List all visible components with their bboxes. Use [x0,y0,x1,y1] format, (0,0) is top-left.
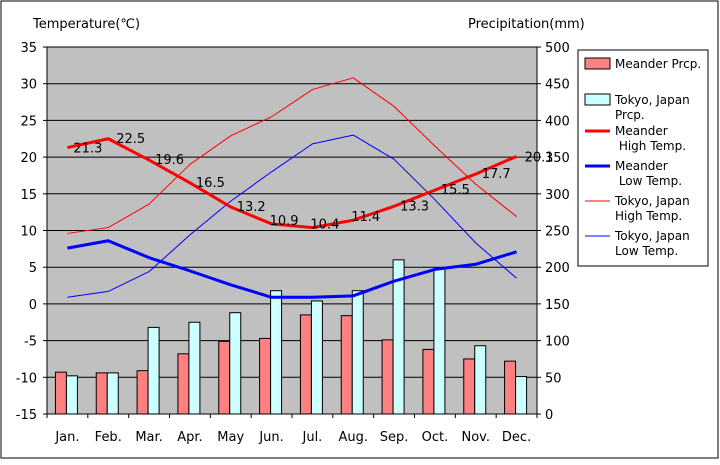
bar-meander-prcp [504,360,517,415]
y-left-tick-label: 5 [29,261,37,276]
data-labels: 21.3 22.5 19.6 16.5 13.2 10.9 10.4 11.4 13.3 15.5… [73,132,553,233]
x-tick-label: Oct. [422,430,449,445]
legend-label: Meander Prcp. [615,57,701,71]
bar-tokyo-prcp [188,321,201,415]
temperature-lines [67,77,518,299]
axes: 35302520151050-5-10-15500450400350300250… [16,41,570,445]
x-tick-label: Nov. [462,430,491,445]
y-right-tick-label: 300 [545,188,570,203]
data-label-meander-high: 11.4 [351,210,380,225]
data-label-meander-high: 10.9 [270,214,299,229]
bar-tokyo-prcp [106,372,119,415]
y-left-tick-label: 0 [29,298,37,313]
data-label-meander-high: 21.3 [73,142,102,157]
x-tick-label: Feb. [95,430,122,445]
data-label-meander-high: 13.3 [400,199,429,214]
bar-meander-prcp [422,348,435,415]
bar-meander-prcp [299,314,312,415]
bar-tokyo-prcp [229,312,242,415]
bar-tokyo-prcp [310,300,323,415]
legend-swatch-tokyo-prcp [584,93,611,106]
y-right-tick-label: 0 [545,408,553,423]
line-tokyo-japan-low-temp [67,134,517,298]
y-right-tick-label: 50 [545,371,562,386]
y-left-tick-label: 10 [20,225,37,240]
data-label-meander-high: 19.6 [155,153,184,168]
y-left-tick-label: 30 [20,78,37,93]
y-left-tick-label: 20 [20,151,37,166]
legend: Meander Prcp. Tokyo, Japan Prcp.Meander Hi… [584,57,701,258]
bar-meander-prcp [218,340,231,415]
bar-tokyo-prcp [433,268,446,415]
legend-label: Tokyo, Japan High Temp. [614,194,690,223]
data-label-meander-high: 13.2 [237,200,266,215]
y-left-axis-title: Temperature(℃) [32,17,140,32]
bar-tokyo-prcp [515,376,528,415]
line-tokyo-japan-high-temp [67,77,517,234]
bar-tokyo-prcp [392,259,405,415]
data-label-meander-high: 15.5 [441,183,470,198]
y-left-tick-label: -15 [16,408,37,423]
data-label-meander-high: 16.5 [196,176,225,191]
y-left-tick-label: 25 [20,114,37,129]
bar-meander-prcp [340,315,353,415]
y-left-tick-label: -5 [24,335,37,350]
y-right-tick-label: 250 [545,225,570,240]
y-left-tick-label: 15 [20,188,37,203]
bar-meander-prcp [95,372,108,415]
x-tick-label: Aug. [338,430,368,445]
bar-meander-prcp [463,358,476,415]
bar-meander-prcp [381,339,394,415]
data-label-meander-high: 20.1 [525,150,554,165]
y-right-tick-label: 400 [545,114,570,129]
y-right-tick-label: 350 [545,151,570,166]
y-right-tick-label: 450 [545,78,570,93]
legend-label: Tokyo, Japan Prcp. [614,93,690,122]
x-tick-label: Jun. [258,430,283,445]
x-tick-label: Jul. [302,430,323,445]
bar-meander-prcp [54,371,67,415]
data-label-meander-high: 10.4 [310,218,339,233]
data-label-meander-high: 17.7 [482,167,511,182]
bar-tokyo-prcp [474,345,487,415]
legend-label: Tokyo, Japan Low Temp. [614,229,690,258]
x-tick-label: Dec. [502,430,531,445]
y-right-tick-label: 150 [545,298,570,313]
y-left-tick-label: -10 [16,371,37,386]
x-tick-label: May [217,430,244,445]
y-right-tick-label: 500 [545,41,570,56]
line-meander-low-temp [67,239,518,299]
legend-box [577,49,709,267]
x-tick-label: Mar. [135,430,162,445]
x-tick-label: Sep. [380,430,409,445]
bar-meander-prcp [259,337,272,415]
line-meander-high-temp [67,137,518,230]
x-tick-label: Apr. [177,430,202,445]
y-right-tick-label: 200 [545,261,570,276]
bar-meander-prcp [136,370,149,415]
bar-tokyo-prcp [270,290,283,415]
bar-tokyo-prcp [147,326,160,415]
legend-label: Meander Low Temp. [615,159,682,188]
x-tick-label: Jan. [54,430,79,445]
legend-swatch-meander-prcp [584,57,611,70]
bar-tokyo-prcp [65,375,78,415]
y-left-tick-label: 35 [20,41,37,56]
y-right-tick-label: 100 [545,335,570,350]
y-right-axis-title: Precipitation(mm) [468,17,585,32]
bar-meander-prcp [177,353,190,415]
bar-tokyo-prcp [351,290,364,415]
data-label-meander-high: 22.5 [116,132,145,147]
legend-label: Meander High Temp. [615,124,686,153]
